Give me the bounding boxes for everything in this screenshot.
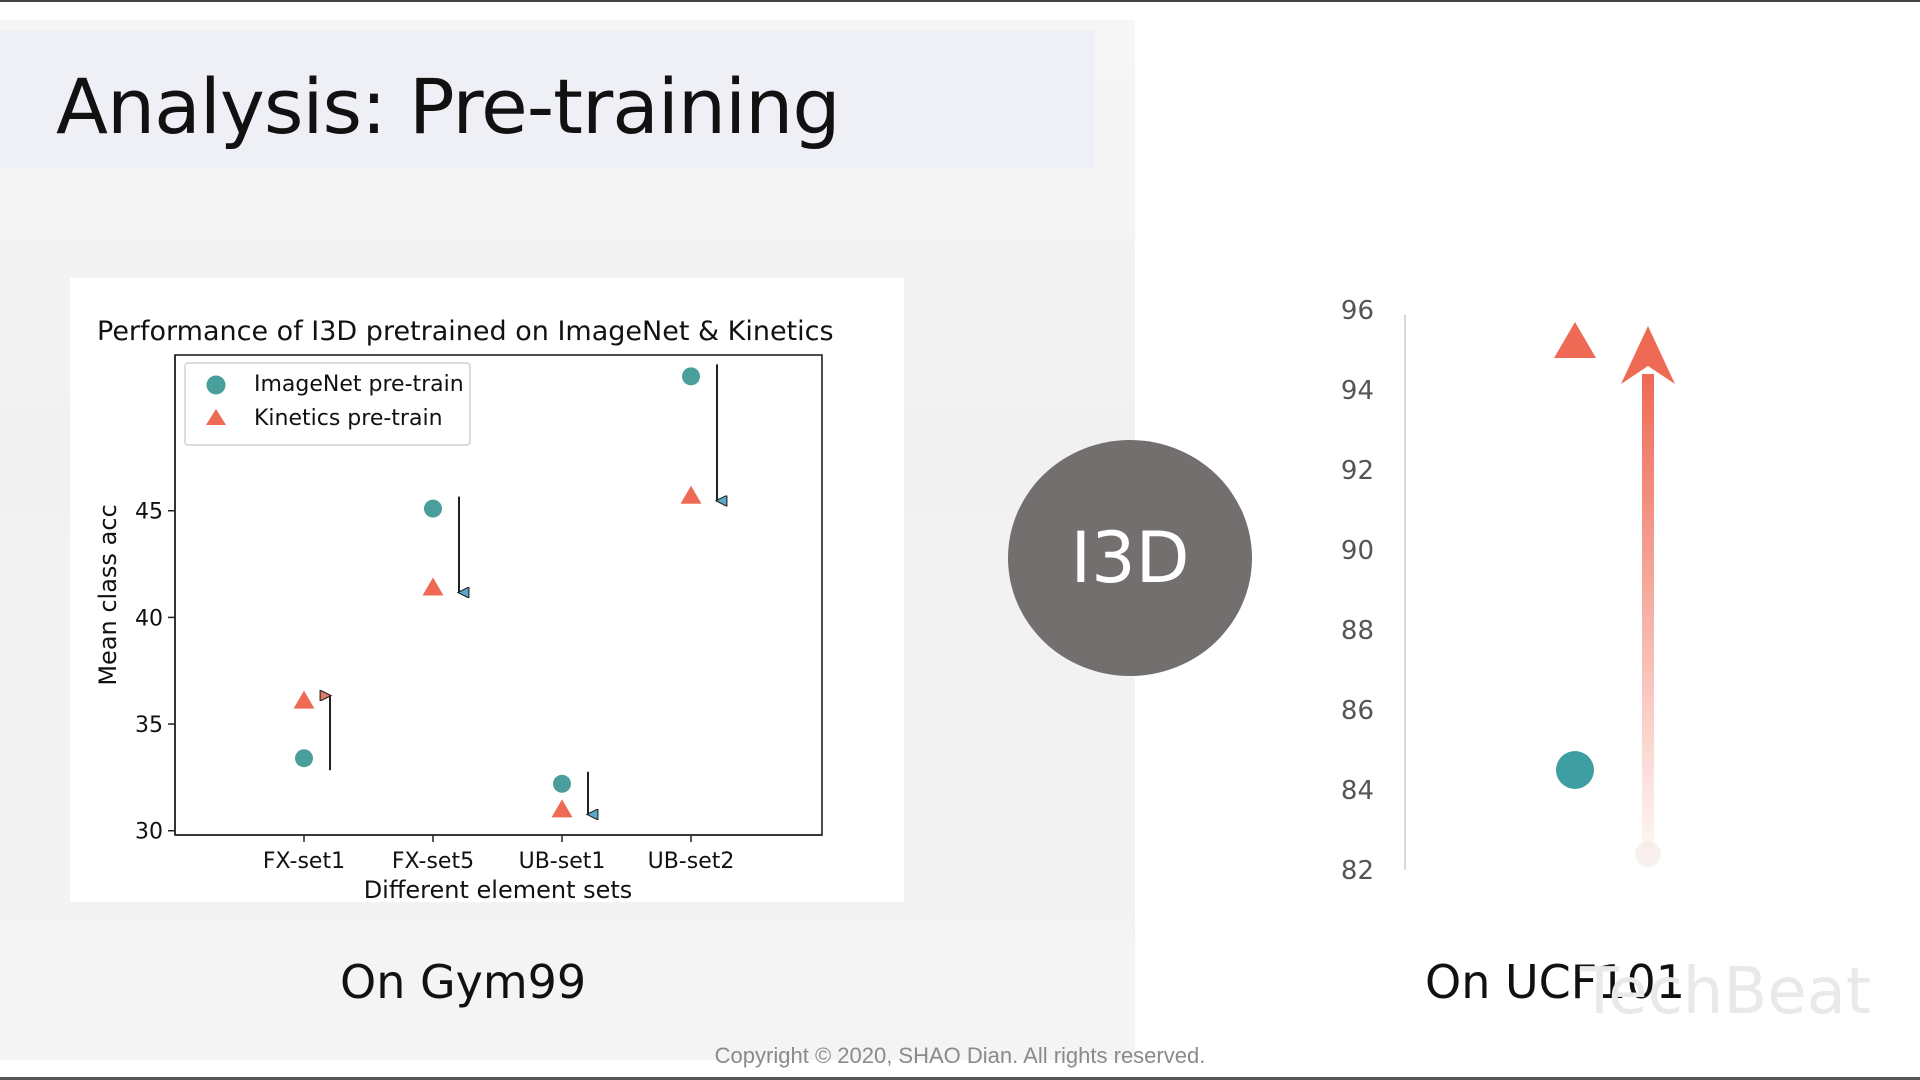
gym99-plot-card: Performance of I3D pretrained on ImageNe…: [70, 278, 904, 902]
ucf101-y-tick-label: 94: [1341, 376, 1374, 406]
title-band: [0, 30, 1095, 168]
x-axis-label: Different element sets: [364, 876, 633, 902]
ucf101-y-tick-label: 84: [1341, 776, 1374, 806]
ucf101-point-imagenet: [1556, 751, 1594, 789]
x-tick-label: UB-set1: [519, 849, 606, 874]
data-point-imagenet: [682, 367, 700, 386]
chart-title: Performance of I3D pretrained on ImageNe…: [97, 316, 834, 347]
y-axis-label: Mean class acc: [94, 504, 122, 685]
legend: ImageNet pre-train Kinetics pre-train: [184, 362, 471, 446]
ucf101-arrow-origin: [1635, 841, 1661, 867]
legend-box: [184, 362, 471, 446]
ucf101-y-tick-label: 82: [1341, 856, 1374, 886]
data-point-kinetics: [422, 577, 444, 596]
ucf101-y-tick-label: 92: [1341, 456, 1374, 486]
ucf101-improvement-arrowhead: [1621, 326, 1675, 384]
ucf101-point-kinetics: [1554, 322, 1596, 358]
ucf101-scatter-chart: 82 84 86 88 90 92 94 96: [1341, 296, 1675, 886]
ucf101-improvement-arrow-shaft: [1642, 374, 1654, 854]
y-tick-label: 45: [135, 500, 163, 525]
data-point-imagenet: [553, 774, 571, 793]
x-tick-label: FX-set5: [392, 849, 474, 874]
y-tick-label: 35: [135, 713, 163, 738]
ucf101-y-tick-label: 90: [1341, 536, 1374, 566]
i3d-badge-label: I3D: [1070, 517, 1190, 599]
data-point-imagenet: [424, 499, 442, 518]
y-tick-label: 40: [135, 606, 163, 631]
i3d-badge: I3D: [1008, 440, 1252, 676]
legend-label-kinetics: Kinetics pre-train: [254, 406, 443, 431]
data-point-kinetics: [680, 485, 702, 504]
x-tick-label: FX-set1: [263, 849, 345, 874]
legend-marker-imagenet: [206, 375, 226, 395]
data-point-imagenet: [295, 749, 313, 768]
slide-title: Analysis: Pre-training: [56, 62, 841, 151]
x-tick-label: UB-set2: [648, 849, 735, 874]
legend-label-imagenet: ImageNet pre-train: [254, 372, 464, 397]
legend-marker-kinetics: [206, 409, 226, 425]
copyright-notice: Copyright © 2020, SHAO Dian. All rights …: [714, 1043, 1206, 1068]
watermark-logo: TechBeat: [1580, 955, 1871, 1029]
gym99-scatter-chart: Performance of I3D pretrained on ImageNe…: [94, 316, 834, 902]
plot-area-frame: [174, 354, 823, 836]
top-border: [0, 0, 1920, 2]
ucf101-y-tick-label: 88: [1341, 616, 1374, 646]
data-point-kinetics: [293, 690, 315, 709]
ucf101-y-tick-label: 86: [1341, 696, 1374, 726]
ucf101-y-tick-label: 96: [1341, 296, 1374, 326]
caption-ucf101: On UCF101: [1425, 955, 1686, 1009]
bottom-border: [0, 1077, 1920, 1080]
data-point-kinetics: [551, 799, 573, 818]
caption-gym99: On Gym99: [340, 955, 587, 1009]
y-tick-label: 30: [135, 820, 163, 845]
